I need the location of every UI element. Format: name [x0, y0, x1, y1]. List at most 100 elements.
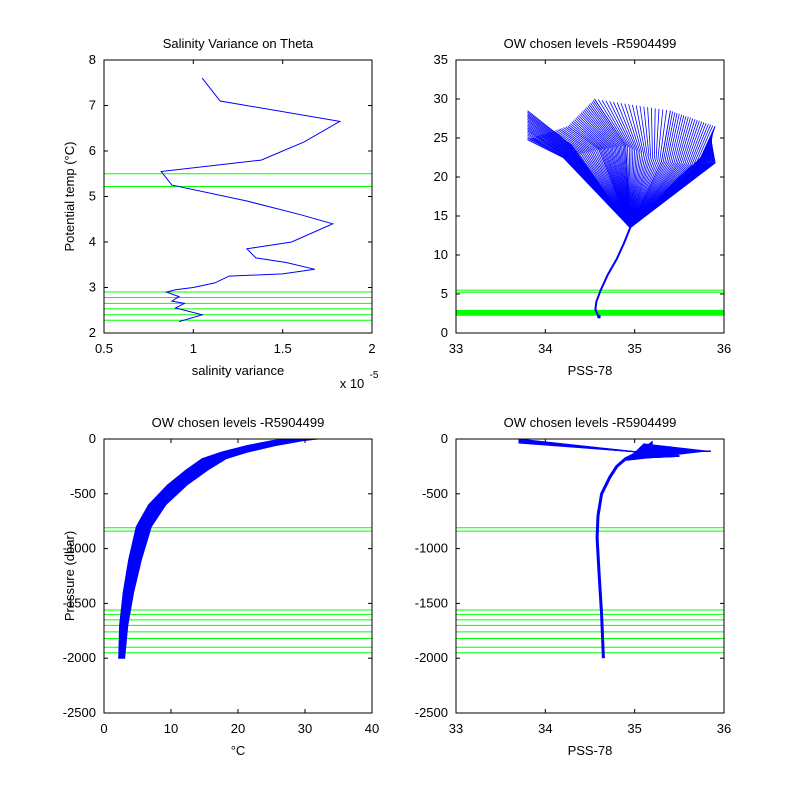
profile-line	[595, 450, 640, 659]
marker	[597, 314, 601, 319]
bundle-line	[629, 108, 656, 228]
bundle-line	[629, 119, 698, 228]
x-tick-label: 33	[449, 341, 463, 356]
profile-band	[118, 439, 318, 659]
bundle-line	[539, 135, 631, 228]
bundle-line	[629, 105, 648, 228]
y-tick-label: -2500	[415, 705, 448, 720]
chart-title: Salinity Variance on Theta	[163, 36, 314, 51]
bundle-line	[551, 131, 631, 228]
profile-line	[594, 227, 632, 318]
plot-area	[456, 439, 724, 659]
bundle-line	[629, 104, 645, 228]
y-tick-label: 15	[434, 208, 448, 223]
bundle-line	[629, 113, 680, 228]
bundle-line	[543, 133, 631, 228]
bundle-line	[527, 139, 631, 228]
bundle-line	[629, 114, 682, 228]
y-tick-label: 10	[434, 247, 448, 262]
bundle-line	[629, 112, 678, 228]
y-tick-label: -500	[422, 486, 448, 501]
bundle-line	[605, 100, 632, 228]
x-tick-label: 35	[627, 341, 641, 356]
y-tick-label: -2000	[415, 650, 448, 665]
bundle-line	[580, 112, 631, 228]
y-tick-label: 8	[89, 52, 96, 67]
bundle-line	[572, 120, 631, 228]
y-axis-label: Pressure (dbar)	[62, 531, 77, 621]
x-tick-label: 0	[100, 721, 107, 736]
y-axis-label: Potential temp (°C)	[62, 142, 77, 252]
bundle-line	[629, 122, 705, 228]
bundle-line	[575, 117, 631, 228]
x-axis-label: PSS-78	[568, 743, 613, 758]
bundle-line	[563, 127, 631, 228]
bundle-line	[597, 99, 631, 228]
bundle-line	[583, 109, 631, 228]
bundle-line	[571, 121, 631, 228]
bundle-line	[529, 138, 631, 228]
y-tick-label: 6	[89, 143, 96, 158]
y-tick-label: 5	[89, 189, 96, 204]
x-tick-label: 20	[231, 721, 245, 736]
x-tick-label: 0.5	[95, 341, 113, 356]
x-tick-label: 36	[717, 341, 731, 356]
bundle-line	[588, 104, 631, 228]
subplot-1: 0.5 1 1.5 2 2 3 4 5 6 7 8 Salinity Variance on Thet…	[62, 36, 379, 391]
bundle-line	[629, 112, 676, 228]
bundle-line	[587, 105, 631, 228]
y-tick-label: -1500	[415, 595, 448, 610]
x-tick-label: 40	[365, 721, 379, 736]
bundle-line	[568, 124, 631, 228]
bundle-line	[629, 109, 664, 228]
bundle-line	[557, 129, 631, 228]
spike-line	[518, 442, 640, 453]
x-tick-label: 34	[538, 721, 552, 736]
x-tick-label: 35	[627, 721, 641, 736]
bundle-line	[629, 107, 652, 228]
plot-area	[456, 98, 724, 319]
bundle-line	[624, 103, 641, 228]
chart-title: OW chosen levels -R5904499	[504, 415, 677, 430]
axes-frame	[455, 59, 725, 334]
bundle-line	[579, 113, 631, 228]
bundle-line	[570, 123, 631, 228]
y-tick-label: 20	[434, 169, 448, 184]
bundle-line	[576, 116, 631, 228]
bundle-line	[629, 121, 703, 228]
bundle-line	[574, 119, 631, 228]
bundle-line	[628, 104, 643, 228]
axes-frame	[103, 438, 373, 714]
bundle-line	[565, 126, 631, 228]
bundle-line	[629, 118, 694, 228]
bundle-line	[535, 136, 631, 228]
x-axis-label: PSS-78	[568, 363, 613, 378]
spike-fill	[625, 443, 711, 461]
y-tick-label: -2500	[63, 705, 96, 720]
series-line	[160, 77, 342, 323]
bundle-line	[586, 106, 631, 228]
bundle-line	[629, 105, 646, 228]
bundle-line	[629, 119, 696, 228]
y-tick-label: 0	[441, 325, 448, 340]
x-tick-label: 10	[164, 721, 178, 736]
bundle-line	[559, 128, 631, 228]
bundle-line	[629, 153, 707, 228]
bundle-line	[629, 120, 700, 228]
bundle-line	[545, 133, 631, 228]
bundle-line	[629, 111, 673, 228]
x-tick-label: 36	[717, 721, 731, 736]
bundle-line	[578, 115, 631, 228]
subplot-3: 0 10 20 30 40 0 -500 -1000 -1500 -2000 -2500 OW cho…	[62, 415, 379, 758]
bundle-line	[629, 110, 667, 228]
x-axis-label: °C	[231, 743, 246, 758]
plot-area	[104, 77, 372, 323]
subplot-2: 33 34 35 36 0 5 10 15 20 25 30 35 OW chosen levels -…	[434, 36, 732, 378]
bundle-line	[553, 130, 631, 228]
bundle-line	[616, 102, 637, 228]
level-band	[456, 310, 724, 316]
y-tick-label: 3	[89, 280, 96, 295]
y-tick-label: 30	[434, 91, 448, 106]
bundle-line	[592, 100, 631, 228]
